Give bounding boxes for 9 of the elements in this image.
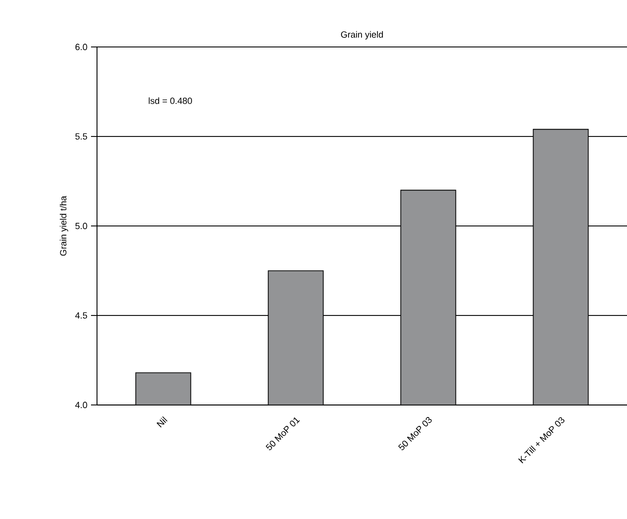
x-tick-label: Nil xyxy=(156,416,168,428)
y-axis-title: Grain yield t/ha xyxy=(60,196,68,256)
y-tick-label: 6.0 xyxy=(75,44,88,50)
y-tick-label: 4.0 xyxy=(75,402,88,408)
y-tick-label: 4.5 xyxy=(75,312,88,319)
y-tick-label: 5.0 xyxy=(75,222,88,230)
annotation: lsd = 0.480 xyxy=(148,97,192,104)
chart-title: Grain yield xyxy=(341,31,383,40)
y-tick-label: 5.5 xyxy=(75,133,88,140)
